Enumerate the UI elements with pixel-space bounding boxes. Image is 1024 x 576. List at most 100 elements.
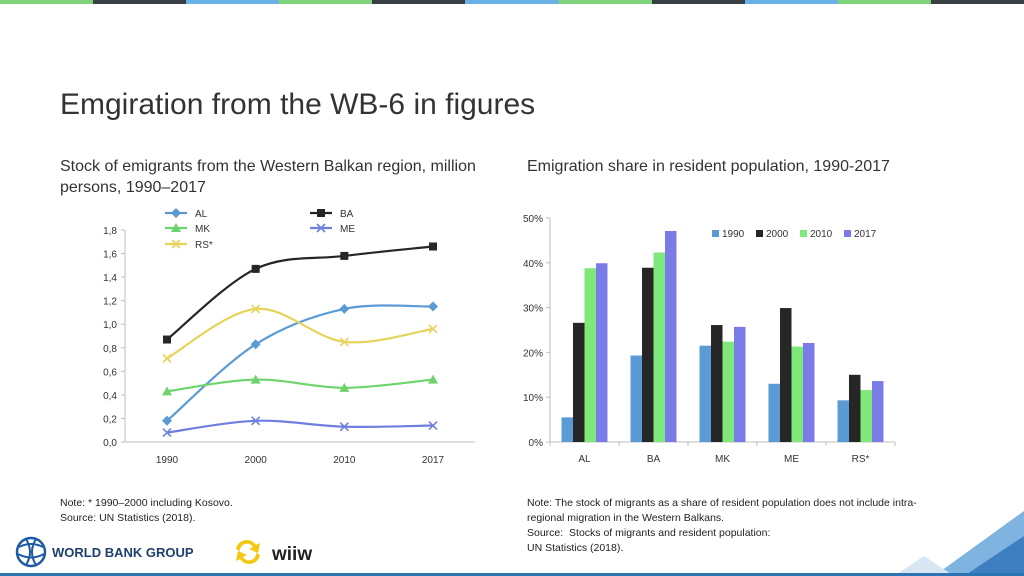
- bar-al-1990: [561, 417, 573, 442]
- marker-stroke: [251, 304, 261, 314]
- top-bar-segment: [558, 0, 652, 4]
- bar-rs-2017: [872, 381, 884, 442]
- legend-label: MK: [195, 224, 210, 235]
- bar-al-2010: [584, 268, 596, 442]
- top-bar-segment: [93, 0, 187, 4]
- x-tick-label: AL: [578, 454, 591, 465]
- bar-mk-2017: [734, 326, 746, 442]
- bar-ba-2000: [642, 267, 654, 442]
- data-point: [339, 422, 349, 432]
- y-tick-label: 1,0: [103, 320, 117, 331]
- bar-mk-2000: [711, 325, 723, 442]
- data-point: [428, 301, 438, 312]
- data-point: [429, 242, 437, 251]
- bar-ba-1990: [630, 355, 642, 442]
- source-line: Source: UN Statistics (2018).: [60, 512, 196, 524]
- y-tick-label: 10%: [523, 393, 543, 404]
- legend-label: AL: [195, 209, 208, 220]
- data-point: [428, 420, 438, 431]
- legend-label: RS*: [195, 240, 213, 251]
- note-line: Note: * 1990–2000 including Kosovo.: [60, 497, 233, 509]
- series-line-mk: [166, 378, 434, 393]
- x-tick-label: MK: [715, 454, 730, 465]
- data-point: [317, 209, 325, 217]
- y-tick-label: 30%: [523, 304, 543, 315]
- data-point: [171, 208, 181, 218]
- x-tick-label: ME: [784, 454, 799, 465]
- data-point: [171, 239, 181, 249]
- marker-stroke: [428, 420, 438, 431]
- x-tick-label: BA: [647, 454, 661, 465]
- marker-stroke: [171, 239, 181, 249]
- bar-al-2000: [573, 322, 585, 442]
- top-bar-segment: [186, 0, 280, 4]
- legend-label: 2017: [854, 229, 877, 240]
- y-tick-label: 1,8: [103, 226, 117, 237]
- bar-mk-2010: [722, 341, 734, 442]
- legend-label: 1990: [722, 229, 745, 240]
- source-line: Source: Stocks of migrants and resident …: [527, 527, 771, 539]
- data-point: [163, 335, 171, 344]
- left-chart-subtitle: Stock of emigrants from the Western Balk…: [60, 158, 476, 196]
- data-point: [428, 324, 438, 334]
- top-bar-segment: [372, 0, 466, 4]
- wiiw-logo-text: wiiw: [271, 544, 312, 565]
- legend-label: 2010: [810, 229, 833, 240]
- source-line: UN Statistics (2018).: [527, 542, 624, 554]
- bar-ba-2010: [653, 252, 665, 442]
- y-tick-label: 50%: [523, 214, 543, 225]
- bar-me-2017: [803, 342, 815, 442]
- page-title: Emgiration from the WB-6 in figures: [60, 88, 536, 121]
- marker-stroke: [316, 223, 326, 233]
- series-line-ba: [166, 245, 434, 341]
- x-tick-label: 2010: [333, 455, 356, 466]
- top-bar-segment: [744, 0, 838, 4]
- bar-al-2017: [596, 263, 608, 442]
- y-tick-label: 0,0: [103, 438, 117, 449]
- legend-swatch: [712, 230, 719, 237]
- series-line-rs: [166, 307, 434, 360]
- data-point: [250, 339, 261, 350]
- right-chart-subtitle: Emigration share in resident population,…: [527, 158, 890, 175]
- data-point: [340, 251, 349, 260]
- marker-stroke: [162, 428, 172, 438]
- top-bar-segment: [0, 0, 94, 4]
- y-tick-label: 1,4: [103, 273, 117, 284]
- data-point: [339, 382, 350, 392]
- data-point: [171, 223, 181, 232]
- y-tick-label: 1,6: [103, 250, 117, 261]
- y-tick-label: 40%: [523, 259, 543, 270]
- marker-stroke: [428, 324, 438, 334]
- bar-rs-2000: [849, 374, 861, 442]
- bar-me-2000: [780, 308, 792, 442]
- legend-swatch: [844, 230, 851, 237]
- y-tick-label: 0,8: [103, 344, 117, 355]
- corner-decoration: [894, 511, 1024, 576]
- world-bank-logo-text: WORLD BANK GROUP: [52, 545, 194, 560]
- data-point: [162, 428, 172, 438]
- bar-rs-1990: [837, 400, 849, 442]
- y-tick-label: 0,4: [103, 391, 117, 402]
- legend-swatch: [756, 230, 763, 237]
- data-point: [162, 386, 172, 396]
- right-note: Note: The stock of migrants as a share o…: [527, 496, 977, 556]
- y-tick-label: 0%: [529, 438, 544, 449]
- world-bank-logo: WORLD BANK GROUP: [15, 536, 194, 568]
- top-bar-segment: [279, 0, 373, 4]
- series-line-me: [166, 419, 434, 434]
- data-point: [339, 337, 349, 347]
- legend-swatch: [800, 230, 807, 237]
- data-point: [251, 304, 261, 314]
- x-tick-label: 1990: [156, 455, 179, 466]
- note-line: regional migration in the Western Balkan…: [527, 512, 725, 524]
- marker-stroke: [251, 416, 261, 426]
- series-line-al: [166, 304, 434, 422]
- top-color-bar: [0, 0, 1024, 4]
- legend-label: 2000: [766, 229, 789, 240]
- x-tick-label: 2000: [245, 455, 268, 466]
- top-bar-segment: [465, 0, 559, 4]
- top-bar-segment: [651, 0, 745, 4]
- x-tick-label: 2017: [422, 455, 445, 466]
- data-point: [250, 374, 261, 384]
- bar-mk-1990: [699, 345, 711, 442]
